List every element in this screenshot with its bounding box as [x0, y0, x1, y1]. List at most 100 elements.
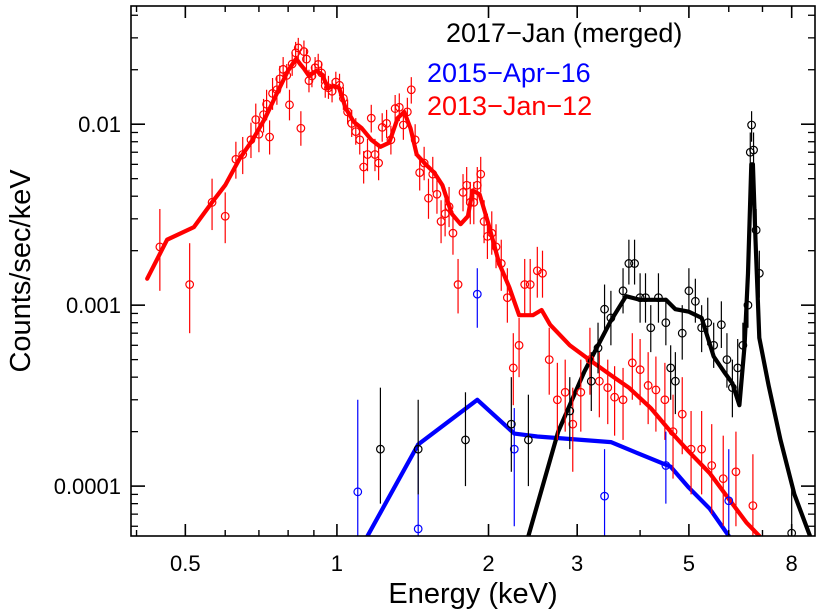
data-point — [254, 129, 264, 139]
data-point — [402, 107, 412, 117]
data-point — [576, 387, 586, 397]
x-tick-label: 0.5 — [170, 551, 201, 576]
data-point — [520, 280, 530, 289]
data-point — [565, 406, 575, 416]
data-point — [444, 202, 454, 212]
data-point — [386, 135, 396, 145]
data-point — [751, 225, 761, 235]
data-point — [355, 135, 365, 145]
data-point — [285, 100, 294, 110]
data-point — [299, 47, 309, 56]
legend-entry-2017-jan: 2017−Jan (merged) — [446, 18, 682, 48]
data-point — [733, 363, 743, 373]
data-point — [302, 54, 311, 64]
data-point — [538, 268, 547, 278]
data-point — [716, 320, 726, 330]
data-point — [731, 467, 741, 477]
data-point — [643, 381, 653, 390]
data-point — [727, 383, 737, 393]
data-point — [560, 387, 570, 397]
data-point — [382, 119, 391, 128]
data-point — [265, 132, 274, 142]
data-point — [668, 427, 678, 437]
data-point — [544, 355, 554, 365]
data-point — [207, 197, 217, 207]
data-point — [610, 392, 620, 402]
data-point — [618, 286, 628, 296]
data-point — [635, 293, 645, 303]
data-point — [697, 444, 707, 454]
data-point — [374, 158, 384, 168]
data-point — [600, 491, 609, 501]
data-point — [419, 158, 429, 168]
y-axis-title: Counts/sec/keV — [5, 169, 37, 373]
data-point — [448, 228, 458, 238]
data-point — [461, 435, 470, 445]
data-point — [690, 296, 700, 306]
data-point — [428, 169, 438, 179]
axis-titles: Energy (keV) Counts/sec/keV — [5, 169, 558, 610]
data-point — [476, 169, 486, 179]
data-point — [406, 85, 416, 95]
data-point — [646, 323, 656, 333]
data-point — [415, 168, 425, 178]
data-point — [509, 444, 519, 454]
data-point — [251, 115, 261, 125]
data-point — [514, 340, 524, 350]
x-tick-label: 3 — [571, 551, 583, 576]
data-point — [307, 71, 317, 81]
data-point — [502, 293, 512, 303]
data-point — [525, 280, 535, 289]
data-point — [472, 289, 482, 299]
data-point — [593, 343, 603, 353]
data-point — [603, 383, 613, 393]
data-point — [246, 135, 256, 145]
legend-entry-2015-apr-16: 2015−Apr−16 — [427, 58, 591, 88]
data-point — [738, 340, 748, 350]
legend-entry-2013-jan-12: 2013−Jan−12 — [427, 91, 592, 121]
data-point — [677, 328, 687, 338]
data-point — [317, 68, 326, 78]
data-point — [523, 435, 533, 445]
data-point — [453, 280, 463, 289]
data-layer — [145, 37, 813, 536]
data-point — [651, 385, 661, 395]
data-point — [686, 444, 696, 454]
data-point — [259, 110, 268, 119]
data-point — [155, 242, 165, 252]
data-point — [707, 461, 717, 470]
data-point — [684, 286, 694, 296]
model-line-series-1 — [365, 397, 731, 536]
data-point — [394, 102, 404, 112]
x-tick-label: 5 — [683, 551, 695, 576]
data-point — [654, 293, 663, 303]
data-point — [748, 501, 758, 511]
data-point — [185, 280, 195, 289]
data-point — [661, 318, 671, 328]
data-point — [754, 268, 764, 278]
data-point — [282, 71, 292, 80]
x-tick-label: 2 — [482, 551, 494, 576]
data-point — [413, 444, 423, 454]
data-point — [618, 395, 628, 405]
data-point — [353, 487, 363, 497]
model-line-series-0 — [526, 162, 813, 536]
data-point — [624, 259, 634, 268]
data-point — [585, 355, 595, 365]
data-point — [376, 444, 385, 454]
data-point — [413, 524, 423, 534]
data-point — [262, 99, 271, 109]
data-point — [220, 211, 230, 221]
data-point — [335, 80, 344, 90]
data-point — [508, 363, 518, 373]
y-tick-label: 0.001 — [66, 293, 121, 318]
data-point — [697, 323, 707, 333]
data-point — [627, 358, 637, 368]
data-point — [747, 120, 756, 130]
data-point — [749, 145, 758, 155]
data-point — [677, 409, 687, 419]
data-point — [291, 48, 301, 58]
data-point — [272, 85, 282, 95]
data-point — [496, 259, 506, 268]
